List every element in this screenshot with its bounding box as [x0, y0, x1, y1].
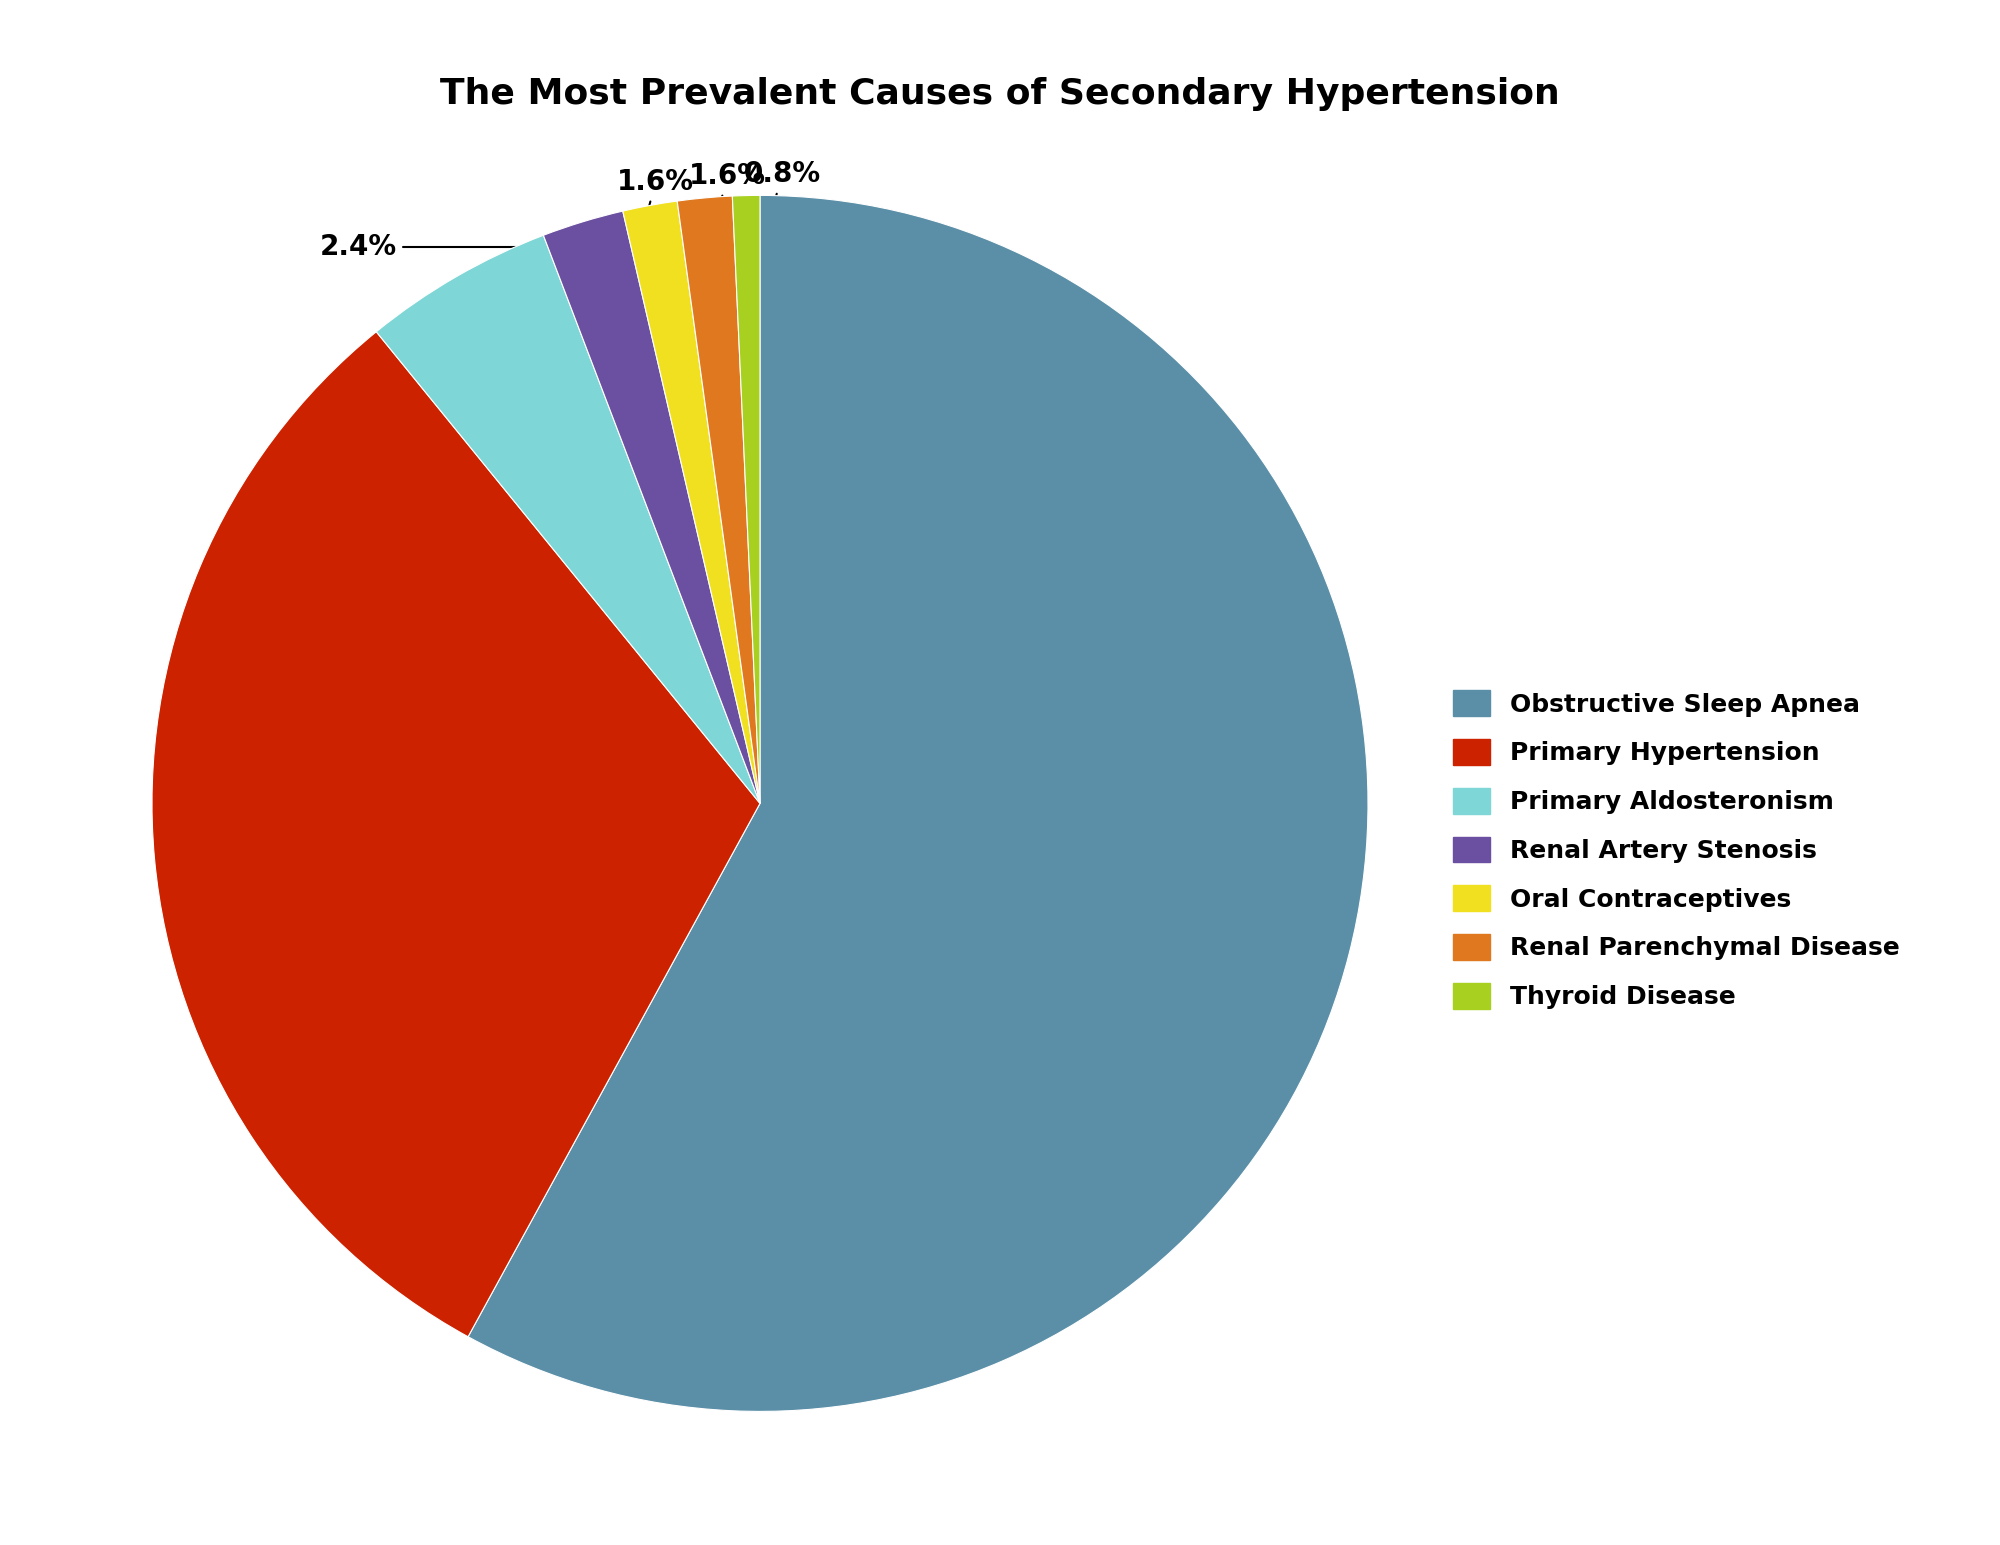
Wedge shape [152, 332, 760, 1336]
Wedge shape [678, 196, 760, 803]
Text: 0.8%: 0.8% [742, 161, 820, 324]
Text: 5.6%: 5.6% [474, 535, 552, 562]
Wedge shape [376, 235, 760, 803]
Text: 64.0%: 64.0% [1116, 851, 1214, 879]
Wedge shape [544, 212, 760, 803]
Wedge shape [622, 201, 760, 803]
Text: 1.6%: 1.6% [616, 168, 694, 332]
Text: 1.6%: 1.6% [688, 162, 766, 326]
Text: The Most Prevalent Causes of Secondary Hypertension: The Most Prevalent Causes of Secondary H… [440, 77, 1560, 111]
Legend: Obstructive Sleep Apnea, Primary Hypertension, Primary Aldosteronism, Renal Arte: Obstructive Sleep Apnea, Primary Hyperte… [1452, 691, 1900, 1009]
Wedge shape [468, 195, 1368, 1412]
Text: 2.4%: 2.4% [320, 233, 528, 345]
Wedge shape [732, 195, 760, 803]
Text: 34.4%: 34.4% [296, 813, 392, 840]
